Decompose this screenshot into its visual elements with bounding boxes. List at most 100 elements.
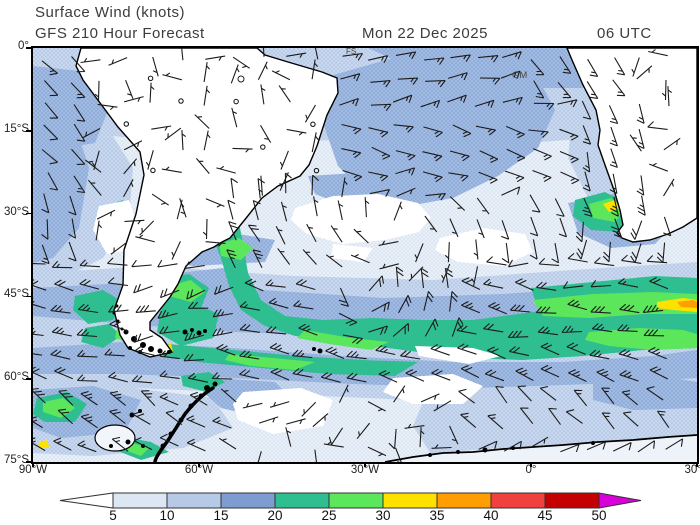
island	[317, 348, 323, 354]
colorbar-tick-label: 35	[429, 508, 445, 523]
island	[204, 385, 210, 391]
south-america-landmass	[75, 48, 339, 358]
colorbar-cell	[436, 492, 492, 509]
colorbar-tick-label: 50	[591, 508, 607, 523]
island	[168, 431, 174, 437]
lon-tick-label: 30°W	[350, 464, 380, 476]
island	[428, 453, 432, 457]
lon-tick-label: 0°	[525, 464, 537, 476]
island	[109, 444, 113, 448]
valid-time-label: 06 UTC	[597, 25, 652, 42]
island	[112, 311, 116, 315]
wind-barbs-layer	[33, 48, 684, 462]
wind-speed-patch	[93, 200, 137, 254]
island	[148, 346, 154, 352]
wind-speed-patch	[297, 330, 389, 350]
wind-speed-patch	[383, 374, 483, 404]
island	[128, 346, 132, 350]
lon-tick-mark	[364, 462, 366, 467]
station-label: GM	[512, 70, 527, 81]
island	[591, 441, 595, 445]
lat-tick-label: 45°S	[3, 288, 29, 301]
lon-tick-mark	[530, 462, 532, 467]
lat-tick-mark	[26, 47, 32, 49]
island	[182, 329, 188, 335]
colorbar-cell	[328, 492, 384, 509]
island	[212, 381, 218, 387]
colorbar	[59, 492, 642, 509]
lat-tick-label: 15°S	[3, 122, 29, 135]
island	[456, 450, 460, 454]
lat-tick-label: 0°	[18, 40, 29, 52]
colorbar-left-arrow	[59, 492, 114, 509]
wind-map: FS GM	[33, 48, 697, 462]
colorbar-cell	[166, 492, 222, 509]
island	[157, 348, 163, 354]
lon-tick-mark	[32, 462, 34, 467]
lat-tick-label: 60°S	[3, 371, 29, 384]
colorbar-tick-label: 15	[213, 508, 229, 523]
lat-tick-mark	[26, 461, 32, 463]
station-label: FS	[346, 48, 356, 56]
wind-speed-patch	[323, 58, 555, 206]
colorbar-cell	[382, 492, 438, 509]
lat-tick-mark	[26, 378, 32, 380]
lon-tick-label: 30°E	[684, 464, 700, 476]
wind-speed-patch	[225, 354, 315, 370]
antarctica-coastline	[384, 434, 697, 462]
island	[167, 350, 171, 354]
colorbar-tick-label: 40	[483, 508, 499, 523]
colorbar-tick-label: 20	[267, 508, 283, 523]
colorbar-cell	[112, 492, 168, 509]
wind-speed-patch	[291, 194, 431, 244]
wind-speed-patch	[38, 440, 49, 449]
colorbar-tick-label: 25	[321, 508, 337, 523]
lon-tick-mark	[696, 462, 698, 467]
wind-speed-patch	[169, 280, 205, 302]
wind-speed-patch	[331, 244, 373, 262]
wind-speed-patch	[196, 196, 697, 360]
colorbar-cell	[544, 492, 600, 509]
calm-wind-marker	[237, 75, 245, 83]
lat-tick-label: 30°S	[3, 205, 29, 218]
wind-speed-patch	[233, 388, 333, 434]
colorbar-right-arrow	[598, 492, 642, 509]
wind-speed-patch	[73, 290, 123, 324]
colorbar-tick-label: 5	[109, 508, 117, 523]
island	[188, 403, 194, 409]
island	[198, 393, 204, 399]
colorbar-cell	[274, 492, 330, 509]
wind-speed-patch	[219, 238, 253, 260]
colorbar-cell	[220, 492, 276, 509]
lat-tick-label: 75°S	[3, 454, 29, 466]
island	[190, 328, 194, 332]
lat-tick-mark	[26, 130, 32, 132]
wind-speed-patch	[585, 328, 697, 350]
colorbar-tick-label: 30	[375, 508, 391, 523]
island	[196, 330, 202, 336]
map-frame: FS GM	[31, 46, 699, 464]
antarctica-landmass	[385, 435, 697, 462]
wind-speed-patch	[677, 300, 697, 308]
lat-tick-mark	[26, 295, 32, 298]
wind-speed-patch	[593, 378, 697, 410]
colorbar-tick-label: 10	[159, 508, 175, 523]
lon-tick-label: 90°W	[18, 464, 48, 476]
island	[116, 319, 120, 323]
island	[160, 443, 166, 449]
lon-tick-mark	[198, 462, 200, 467]
colorbar-tick-label: 45	[537, 508, 553, 523]
island	[482, 447, 488, 453]
lon-tick-label: 60°W	[184, 464, 214, 476]
chart-title: Surface Wind (knots)	[35, 4, 186, 21]
island	[203, 329, 207, 333]
island	[125, 439, 131, 445]
island	[178, 417, 184, 423]
colorbar-cell	[490, 492, 546, 509]
wind-speed-patch	[81, 324, 121, 348]
island	[312, 347, 316, 351]
lat-tick-mark	[26, 212, 32, 215]
model-forecast-label: GFS 210 Hour Forecast	[35, 25, 205, 42]
valid-date-label: Mon 22 Dec 2025	[362, 25, 488, 42]
